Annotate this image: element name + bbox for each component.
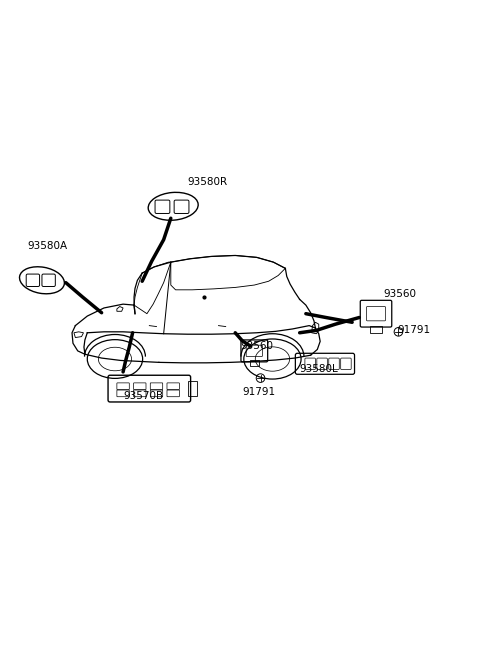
Text: 93570B: 93570B — [123, 390, 163, 401]
Text: 93560: 93560 — [383, 289, 416, 299]
Text: 93580R: 93580R — [188, 177, 228, 187]
Text: 93560: 93560 — [240, 342, 273, 352]
Text: 91791: 91791 — [397, 325, 431, 335]
Text: 93580A: 93580A — [28, 241, 68, 251]
Text: 93580L: 93580L — [300, 364, 338, 374]
Text: 91791: 91791 — [242, 387, 276, 397]
